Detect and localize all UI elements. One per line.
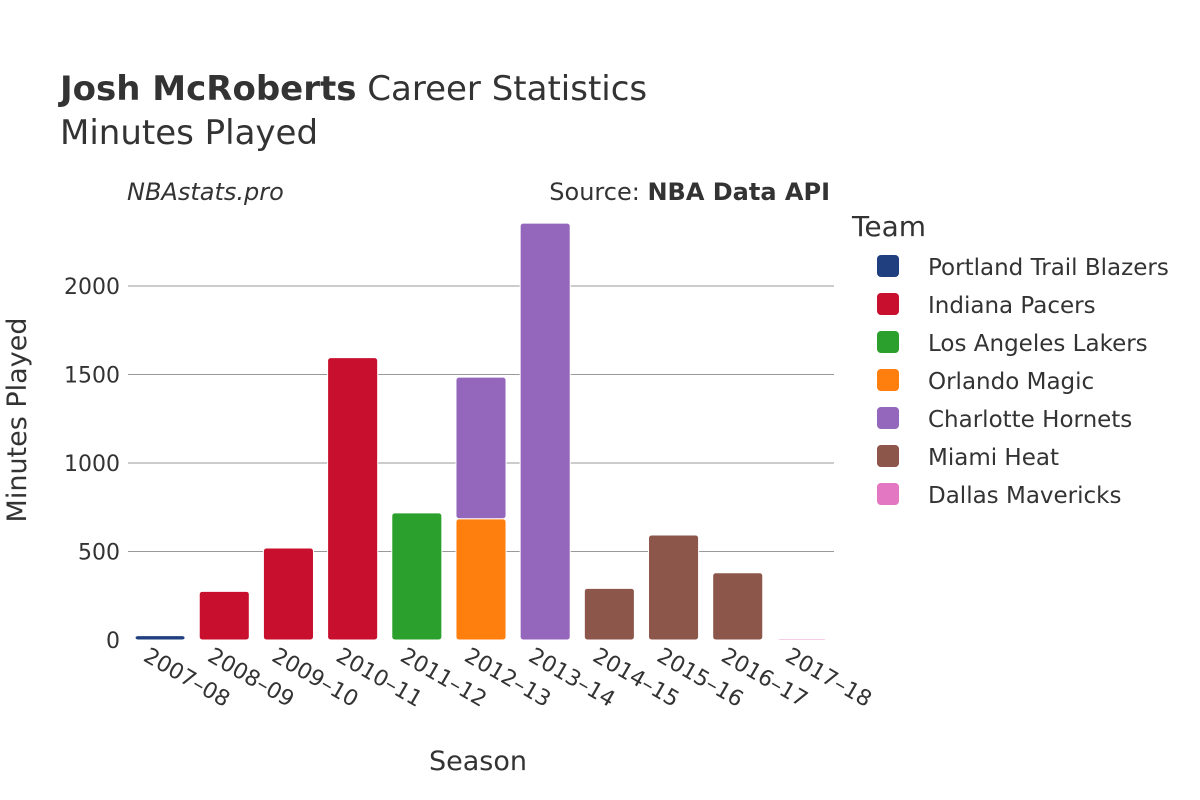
legend-swatch	[877, 255, 899, 277]
legend-label: Los Angeles Lakers	[928, 331, 1148, 357]
legend-label: Portland Trail Blazers	[928, 255, 1169, 281]
y-axis-label: Minutes Played	[2, 318, 33, 523]
source-prefix: Source:	[549, 178, 647, 206]
x-axis-ticks: 2007–082008–092009–102010–112011–122012–…	[139, 644, 876, 713]
chart-subtitle: Minutes Played	[60, 113, 318, 153]
y-tick-label: 1000	[64, 452, 120, 477]
x-axis-label: Season	[429, 746, 527, 777]
legend: Portland Trail Blazers Indiana Pacers Los …	[877, 255, 1169, 509]
y-tick-label: 500	[78, 541, 120, 566]
bar	[455, 376, 507, 520]
bar	[391, 512, 443, 641]
legend-swatch	[877, 293, 899, 315]
bar	[776, 638, 828, 641]
bars	[134, 222, 828, 641]
legend-label: Miami Heat	[928, 445, 1059, 471]
bar	[327, 357, 379, 641]
bar	[712, 572, 764, 641]
y-tick-label: 0	[106, 629, 120, 654]
svg-text:Josh McRoberts Career Statisti: Josh McRoberts Career Statistics	[58, 69, 647, 109]
chart-title: Josh McRoberts Career Statistics Minutes…	[58, 69, 647, 153]
site-annotation: NBAstats.pro	[127, 178, 284, 206]
legend-swatch	[877, 445, 899, 467]
legend-title: Team	[851, 210, 926, 243]
bar	[648, 534, 700, 641]
y-axis-ticks: 0 500 1000 1500 2000	[64, 275, 120, 654]
legend-label: Charlotte Hornets	[928, 407, 1132, 433]
legend-label: Indiana Pacers	[928, 293, 1096, 319]
chart-title-player: Josh McRoberts	[58, 69, 356, 109]
legend-label: Orlando Magic	[928, 369, 1094, 395]
bar	[455, 518, 507, 641]
legend-swatch	[877, 369, 899, 391]
bar	[262, 547, 314, 641]
bar	[198, 590, 250, 641]
legend-label: Dallas Mavericks	[928, 483, 1121, 509]
y-tick-label: 1500	[64, 364, 120, 389]
bar	[134, 635, 186, 641]
chart-title-rest: Career Statistics	[356, 69, 647, 109]
bar	[519, 222, 571, 641]
y-tick-label: 2000	[64, 275, 120, 300]
source-annotation: Source: NBA Data API	[549, 178, 830, 206]
legend-swatch	[877, 331, 899, 353]
bar	[583, 587, 635, 641]
legend-swatch	[877, 483, 899, 505]
legend-swatch	[877, 407, 899, 429]
source-name: NBA Data API	[647, 178, 830, 206]
